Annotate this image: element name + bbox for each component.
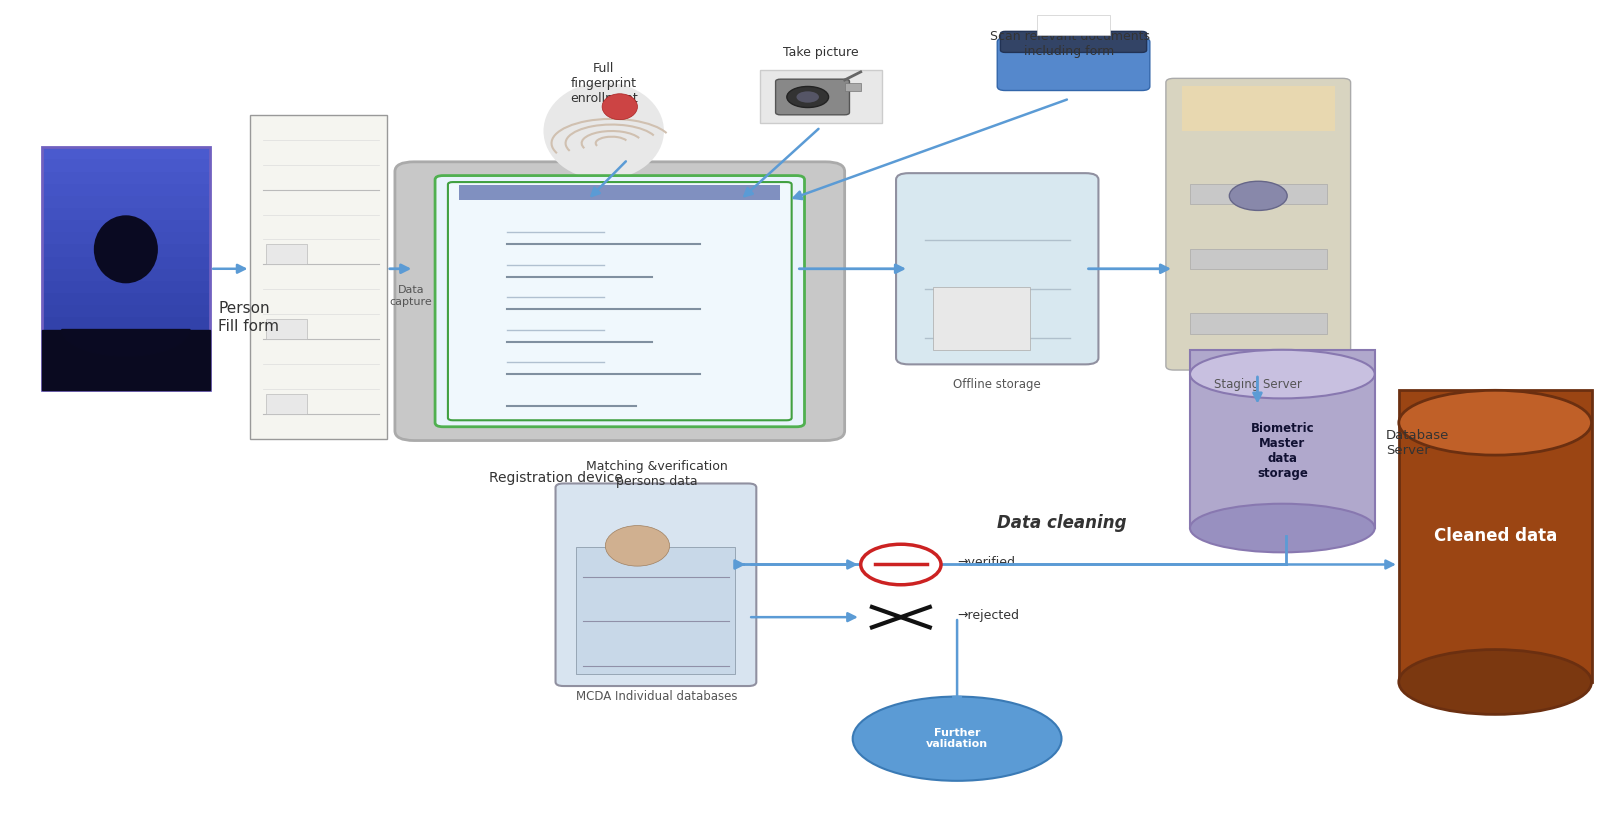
Text: Full
fingerprint
enrollment: Full fingerprint enrollment [570, 62, 637, 105]
Circle shape [787, 86, 829, 107]
Bar [1183, 86, 1334, 131]
Text: Cleaned data: Cleaned data [1434, 527, 1558, 546]
Bar [267, 244, 307, 264]
Text: MCDA Individual databases: MCDA Individual databases [576, 690, 737, 703]
Bar [42, 172, 211, 184]
Bar [42, 341, 211, 354]
Text: Data
capture: Data capture [389, 285, 433, 307]
Bar [1038, 15, 1110, 36]
FancyBboxPatch shape [1001, 32, 1147, 52]
Bar [42, 378, 211, 390]
Bar [1191, 249, 1326, 269]
FancyBboxPatch shape [555, 484, 756, 686]
Bar [576, 547, 735, 674]
Polygon shape [42, 329, 211, 390]
Text: Take picture: Take picture [782, 46, 858, 59]
Bar [267, 319, 307, 339]
Ellipse shape [1191, 350, 1374, 398]
Bar [42, 293, 211, 305]
Bar [42, 147, 211, 159]
Text: Database
Server: Database Server [1385, 429, 1450, 457]
Bar [42, 147, 211, 390]
Text: Staging Server: Staging Server [1213, 378, 1302, 391]
Bar [1398, 390, 1591, 682]
Bar [42, 257, 211, 269]
Ellipse shape [93, 215, 158, 284]
Bar [42, 233, 211, 245]
Bar [1191, 184, 1326, 204]
Bar [42, 196, 211, 208]
Bar [42, 281, 211, 293]
Ellipse shape [544, 82, 665, 180]
Text: Offline storage: Offline storage [954, 378, 1041, 391]
Text: Matching &verification
persons data: Matching &verification persons data [586, 459, 727, 488]
Polygon shape [61, 329, 190, 356]
Text: →verified: →verified [957, 556, 1015, 569]
Bar [1191, 313, 1326, 333]
Ellipse shape [1398, 650, 1591, 715]
Bar [42, 245, 211, 257]
Ellipse shape [605, 525, 669, 566]
Bar [933, 288, 1030, 350]
Ellipse shape [1191, 504, 1374, 552]
Text: Scan relevant documents
including form: Scan relevant documents including form [990, 30, 1149, 58]
Bar [251, 115, 386, 439]
Bar [42, 366, 211, 378]
Bar [42, 329, 211, 341]
Text: Person
Fill form: Person Fill form [219, 301, 280, 333]
Text: →rejected: →rejected [957, 609, 1018, 622]
Bar [759, 70, 882, 123]
Bar [42, 269, 211, 281]
Bar [42, 184, 211, 196]
Text: Data cleaning: Data cleaning [998, 514, 1126, 532]
Bar [42, 354, 211, 366]
Circle shape [861, 544, 941, 585]
FancyBboxPatch shape [896, 173, 1099, 364]
FancyBboxPatch shape [394, 162, 845, 441]
Bar [42, 159, 211, 172]
Bar [845, 83, 861, 90]
FancyBboxPatch shape [1167, 78, 1350, 370]
Bar [267, 393, 307, 414]
Ellipse shape [853, 697, 1062, 780]
Ellipse shape [602, 93, 637, 120]
Bar [459, 185, 780, 200]
Bar [1191, 350, 1374, 528]
Ellipse shape [1398, 390, 1591, 455]
FancyBboxPatch shape [447, 182, 792, 420]
Circle shape [796, 91, 819, 102]
Text: Biometric
Master
data
storage: Biometric Master data storage [1250, 422, 1315, 480]
FancyBboxPatch shape [998, 38, 1150, 90]
FancyBboxPatch shape [434, 176, 804, 427]
Text: Further
validation: Further validation [927, 728, 988, 750]
Bar [42, 220, 211, 233]
Bar [42, 317, 211, 329]
Bar [42, 208, 211, 220]
Bar [42, 305, 211, 317]
Circle shape [1229, 181, 1287, 211]
FancyBboxPatch shape [776, 79, 850, 115]
Text: Registration device: Registration device [489, 472, 623, 485]
